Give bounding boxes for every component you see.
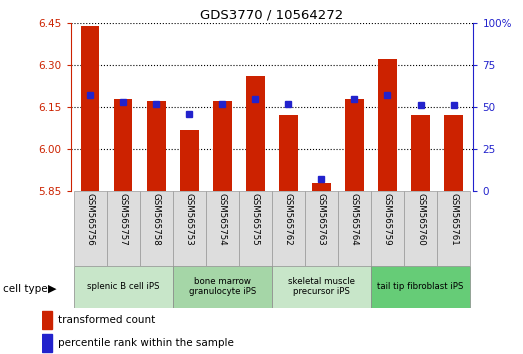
Text: GSM565764: GSM565764 (350, 193, 359, 246)
Bar (82, 26, 99, 191)
Bar (74, 266, 173, 308)
Bar (74, 191, 107, 266)
Bar (107, 191, 140, 266)
Bar (379, 59, 396, 191)
Bar (173, 191, 206, 266)
Bar (345, 99, 363, 191)
Text: cell type: cell type (3, 284, 47, 293)
Bar (279, 115, 298, 191)
Bar (147, 102, 165, 191)
Bar (239, 191, 272, 266)
Bar (437, 191, 470, 266)
Bar (140, 191, 173, 266)
Bar (371, 266, 470, 308)
Bar (305, 191, 338, 266)
Text: GSM565759: GSM565759 (383, 193, 392, 246)
Text: percentile rank within the sample: percentile rank within the sample (59, 338, 234, 348)
Bar (445, 115, 462, 191)
Text: GSM565754: GSM565754 (218, 193, 227, 246)
Bar (173, 266, 272, 308)
Text: GSM565753: GSM565753 (185, 193, 194, 246)
Text: GSM565758: GSM565758 (152, 193, 161, 246)
Title: GDS3770 / 10564272: GDS3770 / 10564272 (200, 9, 344, 22)
Bar (412, 115, 429, 191)
Bar (272, 191, 305, 266)
Text: skeletal muscle
precursor iPS: skeletal muscle precursor iPS (288, 277, 355, 296)
Bar (42, 311, 52, 329)
Bar (246, 76, 265, 191)
Bar (371, 191, 404, 266)
Bar (115, 99, 132, 191)
Text: splenic B cell iPS: splenic B cell iPS (87, 282, 160, 291)
Bar (42, 334, 52, 352)
Bar (180, 130, 199, 191)
Text: transformed count: transformed count (59, 315, 155, 325)
Bar (338, 191, 371, 266)
Text: GSM565756: GSM565756 (86, 193, 95, 246)
Bar (312, 183, 331, 191)
Text: GSM565757: GSM565757 (119, 193, 128, 246)
Bar (206, 191, 239, 266)
Text: GSM565760: GSM565760 (416, 193, 425, 246)
Text: GSM565763: GSM565763 (317, 193, 326, 246)
Text: GSM565762: GSM565762 (284, 193, 293, 246)
Text: bone marrow
granulocyte iPS: bone marrow granulocyte iPS (189, 277, 256, 296)
Bar (213, 102, 232, 191)
Bar (404, 191, 437, 266)
Text: GSM565761: GSM565761 (449, 193, 458, 246)
Text: ▶: ▶ (48, 284, 56, 293)
Bar (272, 266, 371, 308)
Text: tail tip fibroblast iPS: tail tip fibroblast iPS (377, 282, 464, 291)
Text: GSM565755: GSM565755 (251, 193, 260, 246)
